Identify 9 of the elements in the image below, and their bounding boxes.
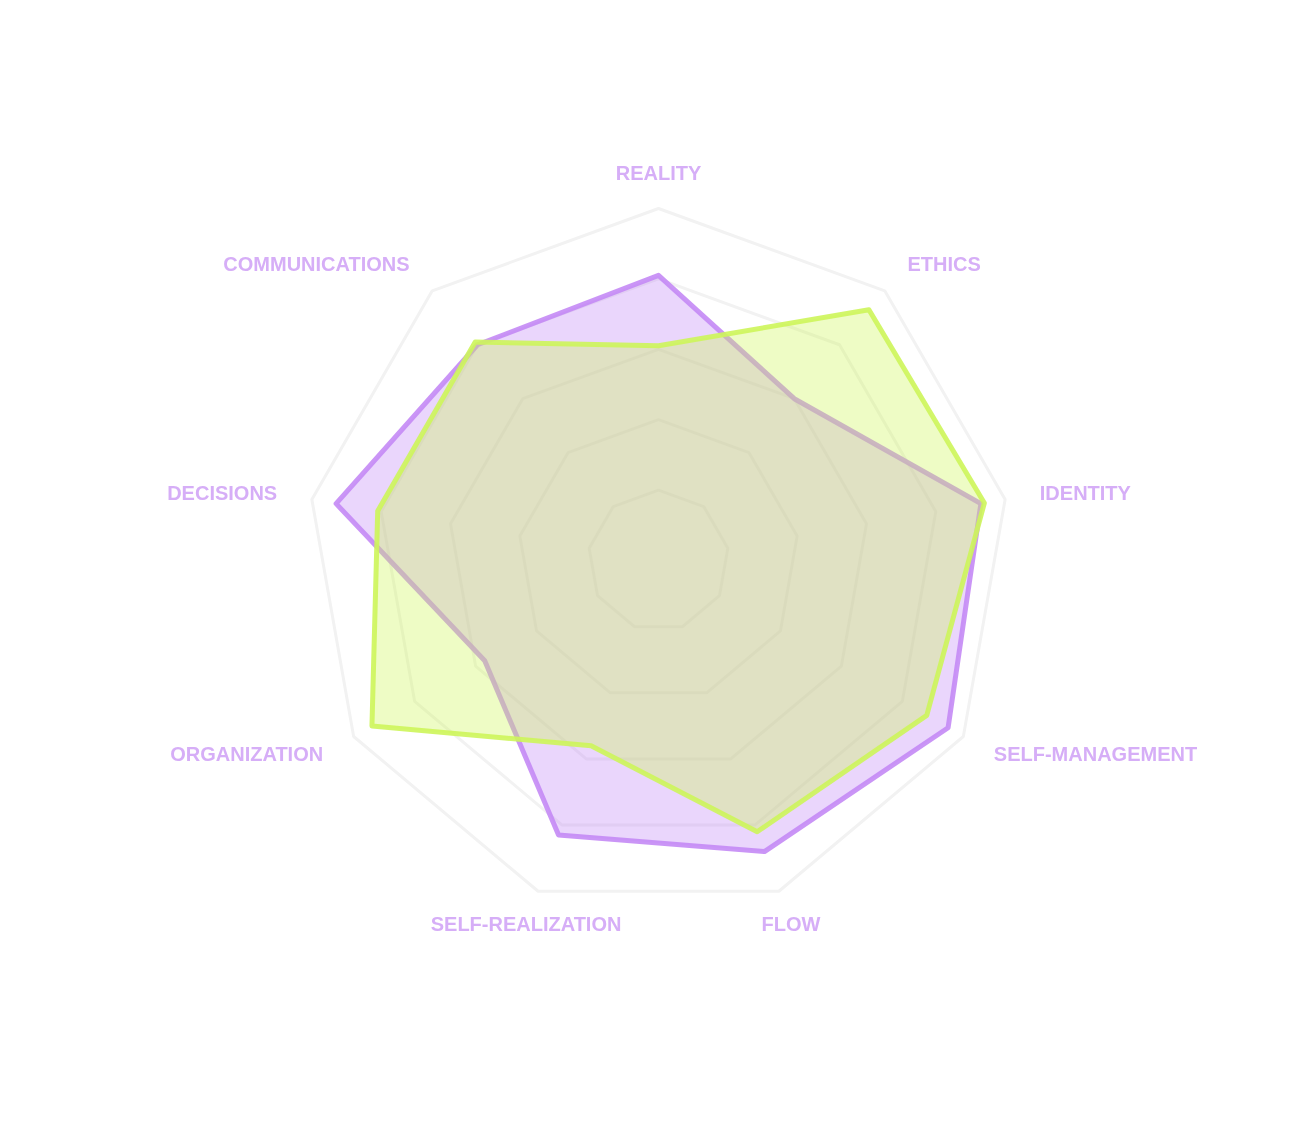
spoke-label: DECISIONS (167, 482, 278, 505)
spoke-label: IDENTITY (1039, 482, 1132, 505)
spoke-label: SELF-REALIZATION (430, 913, 622, 936)
spoke-label: REALITY (615, 162, 702, 185)
spoke-label: FLOW (761, 913, 821, 936)
spoke-label: SELF-MANAGEMENT (993, 743, 1198, 766)
spoke-label: ORGANIZATION (170, 743, 324, 766)
spoke-label: ETHICS (907, 252, 981, 275)
spoke-label: COMMUNICATIONS (223, 252, 410, 275)
